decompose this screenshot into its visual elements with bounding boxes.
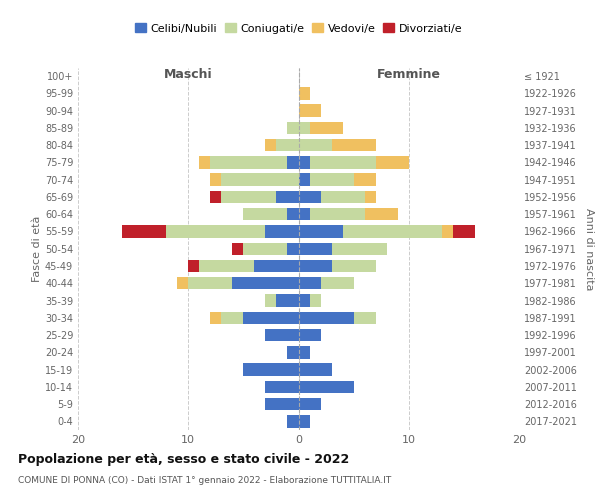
Bar xyxy=(299,398,320,410)
Bar xyxy=(232,277,299,289)
Bar xyxy=(244,312,299,324)
Bar xyxy=(299,380,353,393)
Bar xyxy=(343,226,442,237)
Bar xyxy=(265,380,299,393)
Bar xyxy=(244,242,287,255)
Bar xyxy=(299,156,310,168)
Bar xyxy=(210,190,221,203)
Bar xyxy=(177,277,188,289)
Bar xyxy=(277,139,299,151)
Bar xyxy=(332,139,376,151)
Bar xyxy=(299,104,320,117)
Bar xyxy=(299,139,332,151)
Bar xyxy=(211,156,287,168)
Bar xyxy=(299,277,320,289)
Text: Maschi: Maschi xyxy=(164,68,212,80)
Y-axis label: Fasce di età: Fasce di età xyxy=(32,216,42,282)
Bar xyxy=(221,190,277,203)
Bar xyxy=(287,346,299,358)
Bar xyxy=(244,208,287,220)
Bar xyxy=(299,312,353,324)
Bar xyxy=(122,226,166,237)
Bar xyxy=(221,312,244,324)
Bar xyxy=(199,156,211,168)
Bar xyxy=(277,190,299,203)
Bar xyxy=(299,415,310,428)
Bar xyxy=(320,190,365,203)
Bar xyxy=(332,242,387,255)
Bar xyxy=(299,260,332,272)
Bar xyxy=(254,260,299,272)
Bar xyxy=(299,329,320,342)
Bar xyxy=(299,294,310,307)
Text: Popolazione per età, sesso e stato civile - 2022: Popolazione per età, sesso e stato civil… xyxy=(18,452,349,466)
Bar xyxy=(310,208,365,220)
Bar xyxy=(365,190,376,203)
Bar xyxy=(299,226,343,237)
Text: COMUNE DI PONNA (CO) - Dati ISTAT 1° gennaio 2022 - Elaborazione TUTTITALIA.IT: COMUNE DI PONNA (CO) - Dati ISTAT 1° gen… xyxy=(18,476,391,485)
Bar xyxy=(310,294,320,307)
Bar xyxy=(287,242,299,255)
Bar xyxy=(265,139,277,151)
Bar xyxy=(277,294,299,307)
Bar xyxy=(199,260,254,272)
Bar xyxy=(353,174,376,186)
Bar xyxy=(299,208,310,220)
Bar xyxy=(210,174,221,186)
Bar xyxy=(232,242,244,255)
Bar xyxy=(265,398,299,410)
Bar xyxy=(299,87,310,100)
Bar xyxy=(310,122,343,134)
Bar xyxy=(265,226,299,237)
Bar xyxy=(265,329,299,342)
Bar xyxy=(310,174,353,186)
Bar xyxy=(287,156,299,168)
Bar xyxy=(299,190,320,203)
Bar xyxy=(320,277,353,289)
Bar xyxy=(287,208,299,220)
Bar xyxy=(453,226,475,237)
Bar xyxy=(299,364,332,376)
Bar xyxy=(365,208,398,220)
Bar xyxy=(299,122,310,134)
Legend: Celibi/Nubili, Coniugati/e, Vedovi/e, Divorziati/e: Celibi/Nubili, Coniugati/e, Vedovi/e, Di… xyxy=(130,18,467,38)
Text: Femmine: Femmine xyxy=(377,68,441,80)
Bar xyxy=(221,174,299,186)
Bar xyxy=(310,156,376,168)
Bar xyxy=(353,312,376,324)
Bar xyxy=(188,277,232,289)
Bar xyxy=(210,312,221,324)
Bar xyxy=(166,226,265,237)
Bar xyxy=(287,122,299,134)
Bar xyxy=(265,294,277,307)
Bar xyxy=(376,156,409,168)
Bar xyxy=(287,415,299,428)
Bar xyxy=(188,260,199,272)
Y-axis label: Anni di nascita: Anni di nascita xyxy=(584,208,593,290)
Bar xyxy=(299,242,332,255)
Bar xyxy=(442,226,453,237)
Bar xyxy=(299,174,310,186)
Bar xyxy=(332,260,376,272)
Bar xyxy=(244,364,299,376)
Bar xyxy=(299,346,310,358)
